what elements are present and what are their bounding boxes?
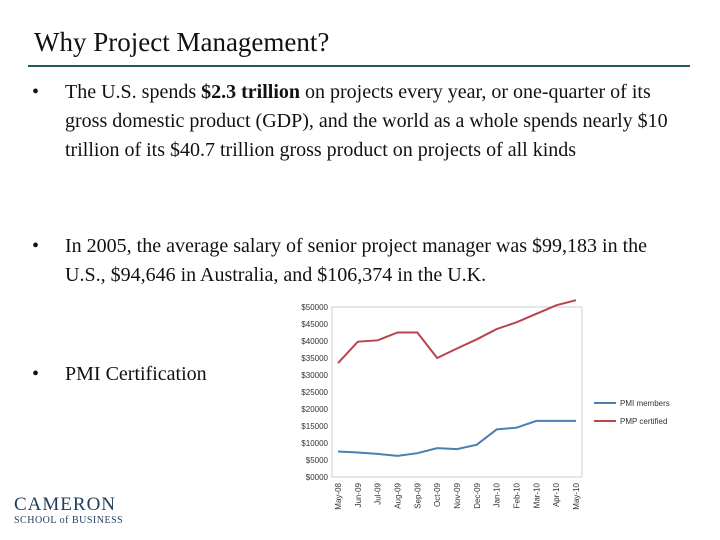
- slide-title: Why Project Management?: [34, 27, 330, 57]
- legend-label: PMP certified: [620, 417, 667, 426]
- x-tick-label: Jul-09: [374, 482, 383, 504]
- y-tick-label: $5000: [306, 456, 329, 465]
- y-tick-label: $10000: [301, 439, 328, 448]
- x-tick-label: Apr-10: [552, 482, 561, 507]
- bullet-marker: •: [32, 363, 40, 385]
- x-tick-label: Jun-09: [354, 482, 363, 507]
- x-tick-label: Feb-10: [513, 482, 522, 508]
- x-tick-label: Jan-10: [493, 482, 502, 507]
- cameron-logo: CAMERON SCHOOL of BUSINESS: [14, 494, 134, 530]
- legend-label: PMI members: [620, 399, 670, 408]
- x-tick-label: Aug-09: [394, 482, 403, 508]
- x-tick-label: Mar-10: [532, 482, 541, 508]
- x-tick-label: Sep-09: [413, 482, 422, 508]
- bullet-pmi: • PMI Certification: [32, 360, 292, 390]
- y-tick-label: $25000: [301, 388, 328, 397]
- series-line-pmp-certified: [337, 299, 577, 364]
- y-tick-label: $40000: [301, 337, 328, 346]
- pmi-line-chart: $50000 $45000 $40000 $35000 $30000 $25000 $200…: [301, 299, 670, 510]
- logo-sub-text: SCHOOL of BUSINESS: [14, 515, 124, 526]
- y-tick-label: $20000: [301, 405, 328, 414]
- x-tick-label: Oct-09: [433, 482, 442, 507]
- y-tick-label: $30000: [301, 371, 328, 380]
- plot-area: [331, 306, 583, 478]
- bullet-spending: • The U.S. spends $2.3 trillion on proje…: [32, 78, 692, 198]
- y-tick-label: $0000: [306, 473, 329, 482]
- logo-main-text: CAMERON: [14, 494, 117, 515]
- x-tick-label: Dec-09: [473, 482, 482, 508]
- x-tick-label: May-10: [572, 482, 581, 509]
- series-line-pmi-members: [337, 419, 576, 457]
- y-tick-label: $15000: [301, 422, 328, 431]
- x-tick-label: May-08: [334, 482, 343, 509]
- bullet-marker: •: [32, 81, 40, 103]
- title-underline: [28, 65, 690, 67]
- y-tick-label: $35000: [301, 354, 328, 363]
- y-tick-label: $50000: [301, 303, 328, 312]
- bullet-marker: •: [32, 235, 40, 257]
- bullet-text: In 2005, the average salary of senior pr…: [65, 235, 648, 286]
- bullet-text: PMI Certification: [65, 363, 207, 385]
- bullet-salary: • In 2005, the average salary of senior …: [32, 232, 692, 322]
- bullet-text: The U.S. spends $2.3 trillion on project…: [65, 78, 685, 165]
- bullet-text-bold: $2.3 trillion: [201, 81, 300, 103]
- x-tick-label: Nov-09: [453, 482, 462, 508]
- y-tick-label: $45000: [301, 320, 328, 329]
- bullet-text-post: on projects every year, or one-quarter o…: [65, 81, 668, 161]
- bullet-text-pre: The U.S. spends: [65, 81, 202, 103]
